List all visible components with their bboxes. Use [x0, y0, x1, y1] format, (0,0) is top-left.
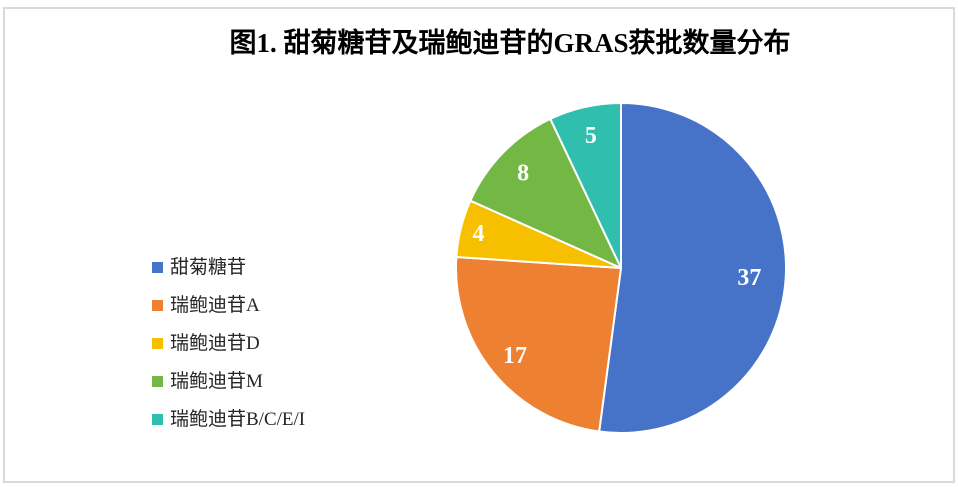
pie-slice-4 — [469, 117, 622, 269]
legend-swatch — [152, 299, 163, 311]
pie-slice-5 — [549, 102, 622, 269]
pie-slice-value: 4 — [473, 221, 485, 247]
legend-item: 甜菊糖苷 — [152, 248, 305, 286]
legend-label: 瑞鲍迪苷M — [170, 370, 263, 392]
legend-label: 瑞鲍迪苷D — [170, 332, 260, 354]
legend-label: 瑞鲍迪苷A — [170, 294, 260, 316]
pie-slice-value: 37 — [737, 265, 761, 291]
legend-swatch — [152, 413, 163, 425]
legend-label: 瑞鲍迪苷B/C/E/I — [170, 408, 306, 430]
legend-item: 瑞鲍迪苷A — [152, 286, 305, 324]
legend-swatch — [152, 337, 163, 349]
legend-swatch — [152, 375, 163, 387]
legend: 甜菊糖苷瑞鲍迪苷A 瑞鲍迪苷D 瑞鲍迪苷M 瑞鲍迪苷B/C/E/I — [152, 248, 305, 438]
pie-slice-value: 5 — [585, 123, 597, 149]
legend-item: 瑞鲍迪苷D — [152, 324, 305, 362]
legend-label: 甜菊糖苷 — [170, 256, 247, 278]
legend-swatch — [152, 261, 163, 273]
legend-item: 瑞鲍迪苷B/C/E/I — [152, 400, 305, 438]
chart-title: 图1. 甜菊糖苷及瑞鲍迪苷的GRAS获批数量分布 — [229, 28, 791, 58]
legend-item: 瑞鲍迪苷M — [152, 362, 305, 400]
pie-slice-1 — [598, 102, 787, 434]
pie-slice-value: 8 — [517, 161, 529, 187]
pie-slice-2 — [454, 256, 622, 433]
pie-slice-value: 17 — [503, 343, 527, 369]
